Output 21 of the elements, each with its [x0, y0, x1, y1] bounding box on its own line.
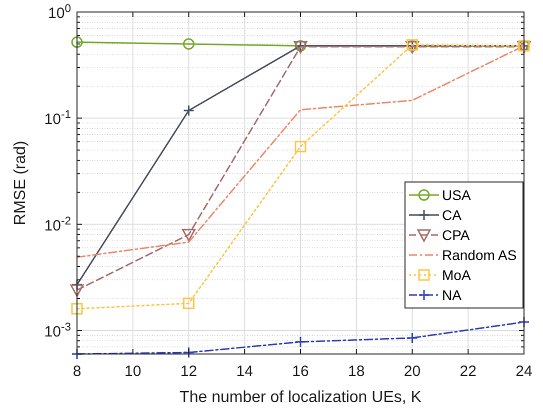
x-tick-label: 8	[72, 363, 82, 380]
y-tick-label: 10$^{0}$	[48, 3, 71, 22]
y-tick-label: 10$^{-3}$	[44, 321, 71, 340]
legend-label: CA	[442, 207, 462, 223]
x-tick-label: 10	[124, 363, 142, 380]
x-tick-label: 18	[348, 363, 365, 380]
x-tick-label: 14	[236, 363, 253, 380]
x-axis-title: The number of localization UEs, K	[180, 389, 422, 406]
x-tick-label: 12	[180, 363, 198, 380]
legend-label: CPA	[442, 227, 470, 243]
y-tick-label: 10$^{-2}$	[44, 215, 71, 234]
legend-label: NA	[442, 287, 462, 303]
x-tick-label: 24	[516, 363, 532, 380]
y-axis-title: RMSE (rad)	[12, 140, 29, 226]
x-tick-label: 22	[460, 363, 476, 380]
legend-label: USA	[442, 187, 472, 203]
x-tick-label: 20	[404, 363, 421, 380]
legend-label: Random AS	[442, 247, 517, 263]
legend-label: MoA	[442, 267, 472, 283]
y-tick-label: 10$^{-1}$	[44, 109, 71, 128]
x-tick-label: 16	[292, 363, 309, 380]
